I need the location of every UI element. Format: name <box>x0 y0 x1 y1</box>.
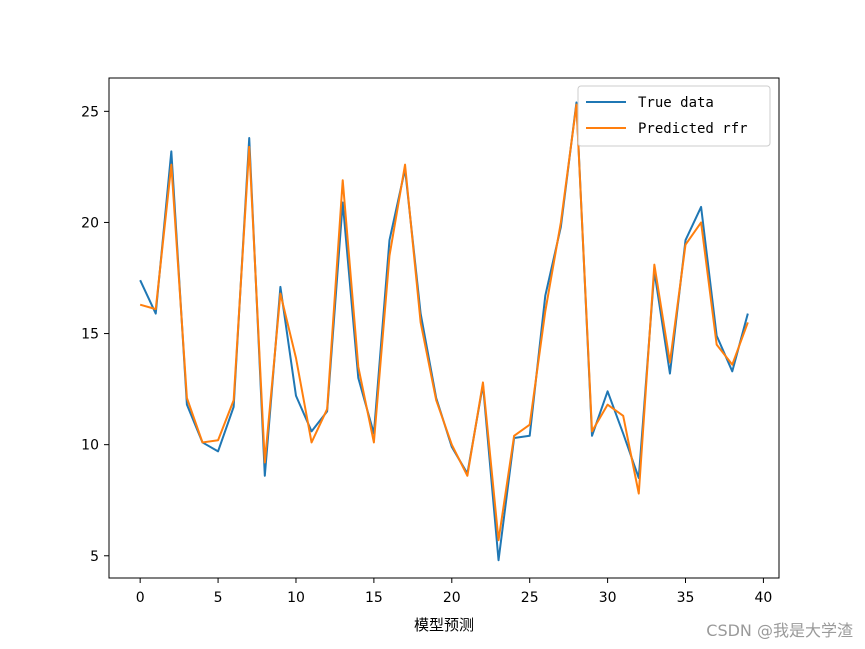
y-tick-label: 20 <box>81 215 99 231</box>
x-tick-label: 15 <box>365 590 383 606</box>
x-tick-label: 35 <box>677 590 695 606</box>
x-tick-label: 10 <box>287 590 305 606</box>
y-tick-label: 15 <box>81 327 99 343</box>
axes-frame <box>108 77 780 579</box>
y-axis-ticks: 5 10 15 20 25 <box>81 104 109 565</box>
legend: True data Predicted rfr <box>577 85 771 147</box>
plot-area <box>108 77 780 579</box>
x-tick-label: 5 <box>214 590 223 606</box>
x-axis-ticks: 0 5 10 15 20 25 30 35 40 <box>136 578 773 606</box>
watermark-text: CSDN @我是大学渣 <box>706 621 853 640</box>
y-tick-label: 5 <box>90 549 99 565</box>
x-tick-label: 30 <box>599 590 617 606</box>
x-axis-title: 模型预测 <box>414 616 474 634</box>
legend-label-1: True data <box>638 95 714 111</box>
x-tick-label: 25 <box>521 590 539 606</box>
x-tick-label: 40 <box>755 590 773 606</box>
x-tick-label: 0 <box>136 590 145 606</box>
x-tick-label: 20 <box>443 590 461 606</box>
series-line-2 <box>139 103 749 542</box>
legend-label-2: Predicted rfr <box>638 121 748 137</box>
y-tick-label: 25 <box>81 104 99 120</box>
y-tick-label: 10 <box>81 438 99 454</box>
